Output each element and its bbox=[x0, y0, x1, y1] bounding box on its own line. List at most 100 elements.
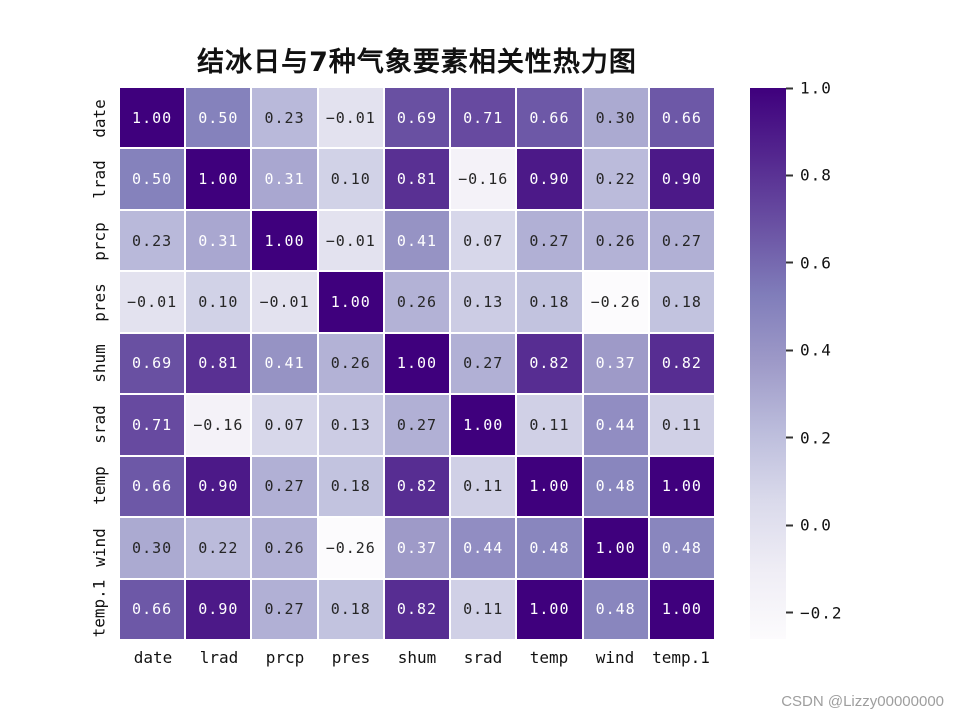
x-axis-label: wind bbox=[595, 648, 635, 667]
heatmap-cell: 0.90 bbox=[186, 579, 251, 639]
heatmap-cell: 0.44 bbox=[583, 395, 648, 455]
y-axis: date lrad prcp pres shum srad temp wind temp.1 bbox=[84, 88, 114, 639]
heatmap-cell: 0.90 bbox=[186, 456, 251, 517]
colorbar-tick-mark bbox=[786, 611, 793, 614]
y-axis-label: wind bbox=[84, 517, 114, 578]
heatmap-cell: 0.37 bbox=[384, 518, 450, 578]
chart-title: 结冰日与7种气象要素相关性热力图 bbox=[197, 47, 637, 78]
heatmap-cell: 1.00 bbox=[318, 272, 383, 332]
x-axis-label: srad bbox=[463, 648, 503, 667]
y-axis-label: temp bbox=[84, 455, 114, 516]
heatmap-cell: 0.31 bbox=[252, 149, 317, 209]
heatmap-cell: 0.22 bbox=[186, 518, 251, 578]
heatmap: 1.00 0.50 0.23 −0.01 0.69 0.71 0.66 0.30 0.66 0.5… bbox=[120, 88, 714, 639]
colorbar-tick-mark bbox=[786, 174, 793, 177]
y-axis-label-text: temp bbox=[89, 466, 109, 506]
colorbar-tick-label: 0.2 bbox=[800, 428, 832, 448]
y-axis-label-text: shum bbox=[89, 344, 109, 383]
heatmap-cell: 0.27 bbox=[649, 210, 714, 271]
y-axis-label-text: date bbox=[89, 99, 109, 138]
colorbar-tick: −0.2 bbox=[786, 603, 843, 622]
heatmap-cell: 0.41 bbox=[384, 210, 450, 271]
x-axis-label: lrad bbox=[199, 648, 239, 667]
heatmap-cell: 0.18 bbox=[649, 272, 714, 332]
heatmap-cell: 0.23 bbox=[252, 88, 317, 148]
heatmap-cell: 0.44 bbox=[451, 518, 516, 578]
heatmap-cell: 0.13 bbox=[451, 272, 516, 332]
y-axis-label: prcp bbox=[84, 210, 114, 271]
x-axis-label: shum bbox=[397, 648, 437, 667]
y-axis-label: temp.1 bbox=[84, 578, 114, 639]
colorbar-tick-mark bbox=[786, 524, 793, 527]
colorbar-tick: 0.2 bbox=[786, 428, 832, 447]
colorbar-tick: 0.4 bbox=[786, 341, 832, 360]
colorbar-tick: 0.8 bbox=[786, 166, 832, 185]
heatmap-cell: 0.31 bbox=[186, 210, 251, 271]
heatmap-cell: −0.26 bbox=[583, 272, 648, 332]
y-axis-label: date bbox=[84, 88, 114, 149]
heatmap-cell: 0.23 bbox=[120, 210, 185, 271]
y-axis-label: lrad bbox=[84, 149, 114, 210]
heatmap-cell: 1.00 bbox=[186, 149, 251, 209]
heatmap-cell: 0.11 bbox=[649, 395, 714, 455]
colorbar-tick-label: 0.6 bbox=[800, 253, 832, 273]
heatmap-cell: 0.30 bbox=[583, 88, 648, 148]
heatmap-cell: 0.82 bbox=[384, 456, 450, 517]
heatmap-cell: 0.10 bbox=[186, 272, 251, 332]
y-axis-label-text: wind bbox=[89, 527, 109, 567]
heatmap-cell: 0.26 bbox=[384, 272, 450, 332]
colorbar-tick-label: −0.2 bbox=[800, 603, 843, 623]
heatmap-cell: 0.27 bbox=[252, 579, 317, 639]
heatmap-cell: 0.37 bbox=[583, 333, 648, 394]
heatmap-cell: 0.69 bbox=[384, 88, 450, 148]
heatmap-cell: 1.00 bbox=[649, 579, 714, 639]
x-axis: date lrad prcp pres shum srad temp wind temp.1 bbox=[120, 648, 714, 667]
heatmap-cell: 0.48 bbox=[583, 579, 648, 639]
heatmap-cell: 1.00 bbox=[120, 88, 185, 148]
heatmap-cell: 0.18 bbox=[318, 456, 383, 517]
heatmap-cell: −0.01 bbox=[318, 88, 383, 148]
heatmap-cell: 0.81 bbox=[186, 333, 251, 394]
heatmap-cell: 0.66 bbox=[517, 88, 582, 148]
heatmap-cell: 0.27 bbox=[252, 456, 317, 517]
y-axis-label-text: srad bbox=[89, 405, 109, 444]
heatmap-cell: 0.48 bbox=[517, 518, 582, 578]
y-axis-label-text: prcp bbox=[89, 221, 109, 261]
x-axis-label: pres bbox=[331, 648, 371, 667]
heatmap-cell: 0.82 bbox=[517, 333, 582, 394]
heatmap-cell: 0.11 bbox=[451, 579, 516, 639]
heatmap-cell: 0.48 bbox=[649, 518, 714, 578]
y-axis-label: srad bbox=[84, 394, 114, 455]
heatmap-cell: −0.26 bbox=[318, 518, 383, 578]
colorbar-tick: 0.0 bbox=[786, 516, 832, 535]
heatmap-cell: −0.01 bbox=[318, 210, 383, 271]
heatmap-cell: 0.71 bbox=[451, 88, 516, 148]
heatmap-cell: 1.00 bbox=[384, 333, 450, 394]
heatmap-cell: 1.00 bbox=[649, 456, 714, 517]
y-axis-label-text: temp.1 bbox=[89, 579, 109, 638]
heatmap-cell: 1.00 bbox=[451, 395, 516, 455]
colorbar-tick-label: 0.4 bbox=[800, 340, 832, 360]
heatmap-cell: 0.26 bbox=[318, 333, 383, 394]
heatmap-cell: 0.18 bbox=[517, 272, 582, 332]
heatmap-cell: 1.00 bbox=[517, 456, 582, 517]
heatmap-cell: 0.90 bbox=[649, 149, 714, 209]
y-axis-label: pres bbox=[84, 272, 114, 333]
heatmap-cell: 1.00 bbox=[583, 518, 648, 578]
colorbar-tick-label: 1.0 bbox=[800, 78, 832, 98]
colorbar-tick-mark bbox=[786, 261, 793, 264]
heatmap-cell: 0.26 bbox=[252, 518, 317, 578]
x-axis-label: prcp bbox=[265, 648, 305, 667]
heatmap-cell: 0.18 bbox=[318, 579, 383, 639]
x-axis-label: temp bbox=[529, 648, 569, 667]
heatmap-cell: 0.13 bbox=[318, 395, 383, 455]
heatmap-cell: 0.66 bbox=[120, 456, 185, 517]
heatmap-cell: −0.16 bbox=[186, 395, 251, 455]
heatmap-cell: 0.22 bbox=[583, 149, 648, 209]
heatmap-cell: 0.07 bbox=[252, 395, 317, 455]
heatmap-cell: 0.50 bbox=[186, 88, 251, 148]
colorbar-tick: 0.6 bbox=[786, 253, 832, 272]
heatmap-cell: 0.07 bbox=[451, 210, 516, 271]
heatmap-cell: 1.00 bbox=[252, 210, 317, 271]
